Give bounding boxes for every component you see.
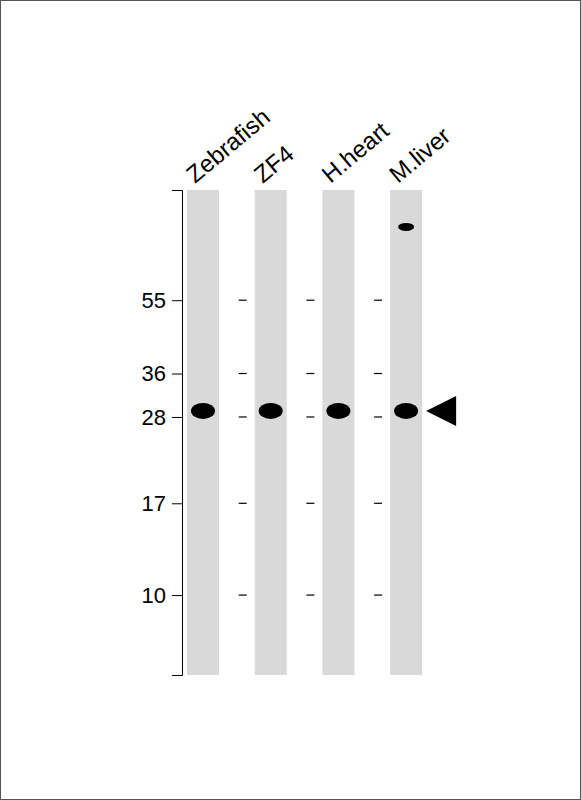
bands (191, 223, 418, 419)
tick-mark (374, 594, 382, 595)
lanes (187, 190, 422, 675)
tick-mark (306, 503, 314, 504)
band (394, 403, 418, 419)
lane (255, 190, 287, 675)
tick-label: 28 (142, 405, 166, 430)
tick-mark (239, 300, 247, 301)
band (398, 223, 414, 231)
lane (390, 190, 422, 675)
tick-mark (172, 503, 182, 504)
tick: 28 (142, 405, 182, 430)
tick-mark (172, 300, 182, 301)
figure: ZebrafishZF4H.heartM.liver5536281710 (0, 0, 581, 800)
band (326, 403, 350, 419)
lane-label: M.liver (384, 122, 455, 188)
marker-dashes (239, 300, 382, 595)
tick-label: 17 (142, 491, 166, 516)
tick-label: 36 (142, 361, 166, 386)
tick-mark (306, 594, 314, 595)
tick-mark (239, 594, 247, 595)
band (191, 403, 215, 419)
tick-mark (172, 374, 182, 375)
tick: 17 (142, 491, 182, 516)
tick-mark (239, 416, 247, 417)
tick-mark (239, 503, 247, 504)
tick-mark (374, 373, 382, 374)
tick: 10 (142, 583, 182, 608)
tick-mark (306, 373, 314, 374)
tick-label: 10 (142, 583, 166, 608)
tick: 36 (142, 361, 182, 386)
lane (187, 190, 219, 675)
tick-mark (172, 417, 182, 418)
tick-mark (374, 416, 382, 417)
lane-labels: ZebrafishZF4H.heartM.liver (181, 103, 456, 188)
y-axis: 55 36 28 17 10 (142, 191, 183, 676)
tick-mark (374, 503, 382, 504)
tick-mark (239, 373, 247, 374)
tick-mark (374, 300, 382, 301)
lane-label: H.heart (316, 116, 394, 187)
tick-label: 55 (142, 288, 166, 313)
band (259, 403, 283, 419)
tick-mark (172, 595, 182, 596)
arrowhead (426, 396, 456, 426)
lane (322, 190, 354, 675)
tick: 55 (142, 288, 182, 313)
lane-label: ZF4 (249, 140, 299, 188)
axis-line (172, 191, 183, 676)
tick-mark (306, 300, 314, 301)
frame (1, 1, 581, 800)
tick-mark (306, 416, 314, 417)
